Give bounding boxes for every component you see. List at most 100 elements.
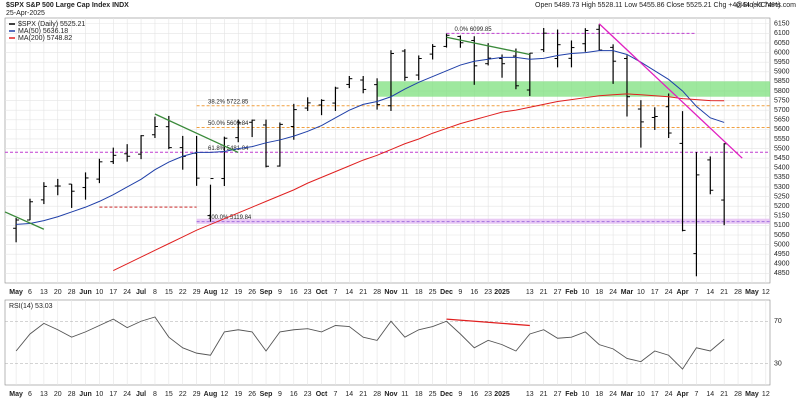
x-tick-label: Nov: [384, 391, 397, 398]
x-tick-label: 7: [694, 391, 698, 398]
x-tick-label: Aug: [204, 289, 218, 296]
x-tick-label: 28: [734, 391, 742, 398]
level-label: 38.2% 5722.85: [208, 99, 249, 105]
y-tick-label: 5850: [774, 78, 790, 85]
x-tick-label: 18: [595, 391, 603, 398]
x-tick-label: 26: [248, 391, 256, 398]
x-tick-label: 10: [637, 391, 645, 398]
x-tick-label: Sep: [260, 289, 273, 296]
x-tick-label: 2025: [494, 289, 510, 296]
x-tick-label: Mar: [621, 391, 634, 398]
x-tick-label: 18: [415, 391, 423, 398]
x-tick-label: 28: [68, 391, 76, 398]
x-tick-label: 23: [304, 391, 312, 398]
x-tick-label: Mar: [621, 289, 634, 296]
x-tick-label: 7: [333, 289, 337, 296]
x-tick-label: 26: [248, 289, 256, 296]
y-tick-label: 5700: [774, 107, 790, 114]
x-tick-label: 7: [694, 289, 698, 296]
x-tick-label: Dec: [440, 289, 453, 296]
x-tick-label: 23: [484, 391, 492, 398]
x-tick-label: 20: [54, 289, 62, 296]
x-tick-label: Feb: [565, 391, 577, 398]
y-tick-label: 4950: [774, 251, 790, 258]
x-tick-label: 12: [762, 391, 770, 398]
x-tick-label: 11: [401, 289, 408, 296]
x-tick-label: Jul: [136, 289, 146, 296]
x-tick-label: 9: [278, 289, 282, 296]
x-tick-label: 10: [581, 391, 589, 398]
x-tick-label: 28: [373, 289, 381, 296]
x-tick-label: 29: [193, 391, 201, 398]
x-tick-label: 13: [40, 289, 48, 296]
y-tick-label: 5100: [774, 222, 790, 229]
x-tick-label: 12: [220, 289, 228, 296]
x-tick-label: 21: [720, 289, 728, 296]
trendline: [446, 36, 530, 56]
x-tick-label: 27: [554, 289, 562, 296]
y-tick-label: 6150: [774, 21, 790, 28]
x-tick-label: 10: [96, 391, 104, 398]
y-tick-label: 5650: [774, 117, 790, 124]
y-tick-label: 5050: [774, 232, 790, 239]
x-tick-label: Jul: [136, 391, 146, 398]
y-tick-label: 5800: [774, 88, 790, 95]
x-tick-label: 21: [359, 391, 367, 398]
x-tick-label: 28: [734, 289, 742, 296]
x-tick-label: 22: [179, 391, 187, 398]
trendline: [154, 113, 239, 154]
x-tick-label: 28: [373, 391, 381, 398]
x-tick-label: 24: [665, 391, 673, 398]
x-tick-label: May: [9, 391, 23, 398]
y-tick-label: 5000: [774, 241, 790, 248]
x-tick-label: Jun: [79, 289, 91, 296]
x-tick-label: 27: [554, 391, 562, 398]
x-tick-label: 14: [706, 289, 714, 296]
x-tick-label: 18: [595, 289, 603, 296]
x-tick-label: Oct: [316, 391, 328, 398]
y-tick-label: 5150: [774, 213, 790, 220]
x-tick-label: 10: [581, 289, 589, 296]
y-tick-label: 4900: [774, 261, 790, 268]
x-tick-label: 10: [637, 289, 645, 296]
y-tick-label: 5600: [774, 126, 790, 133]
x-tick-label: 8: [153, 289, 157, 296]
x-tick-label: 7: [333, 391, 337, 398]
y-tick-label: 5900: [774, 69, 790, 76]
x-tick-label: 20: [54, 391, 62, 398]
x-tick-label: Apr: [677, 391, 689, 398]
chart-title: $SPX S&P 500 Large Cap Index INDX: [6, 2, 129, 9]
x-tick-label: 17: [109, 391, 117, 398]
y-tick-label: 5250: [774, 193, 790, 200]
zone: [377, 81, 770, 97]
x-tick-label: 13: [40, 391, 48, 398]
y-tick-label: 5350: [774, 174, 790, 181]
source: @StockCharts.com: [736, 2, 797, 9]
x-tick-label: Dec: [440, 391, 453, 398]
y-tick-label: 5550: [774, 136, 790, 143]
x-tick-label: 24: [123, 289, 131, 296]
x-tick-label: Feb: [565, 289, 577, 296]
x-tick-label: 6: [28, 289, 32, 296]
x-tick-label: Jun: [79, 391, 91, 398]
ma-line: [113, 93, 725, 271]
x-tick-label: 25: [429, 289, 437, 296]
x-tick-label: 24: [123, 391, 131, 398]
x-tick-label: 17: [651, 391, 659, 398]
x-tick-label: 13: [526, 391, 534, 398]
panel-title: RSI(14) 53.03: [9, 303, 53, 310]
x-tick-label: 6: [28, 391, 32, 398]
y-tick-label: 70: [774, 318, 782, 325]
trendline: [4, 211, 45, 230]
level-label: 61.8% 5481.04: [208, 146, 249, 152]
x-tick-label: 12: [220, 391, 228, 398]
x-tick-label: 9: [278, 391, 282, 398]
x-tick-label: 28: [68, 289, 76, 296]
x-tick-label: 24: [609, 289, 617, 296]
y-tick-label: 5500: [774, 145, 790, 152]
y-tick-label: 6050: [774, 40, 790, 47]
y-tick-label: 5200: [774, 203, 790, 210]
x-tick-label: 2025: [494, 391, 510, 398]
x-tick-label: 21: [359, 289, 367, 296]
